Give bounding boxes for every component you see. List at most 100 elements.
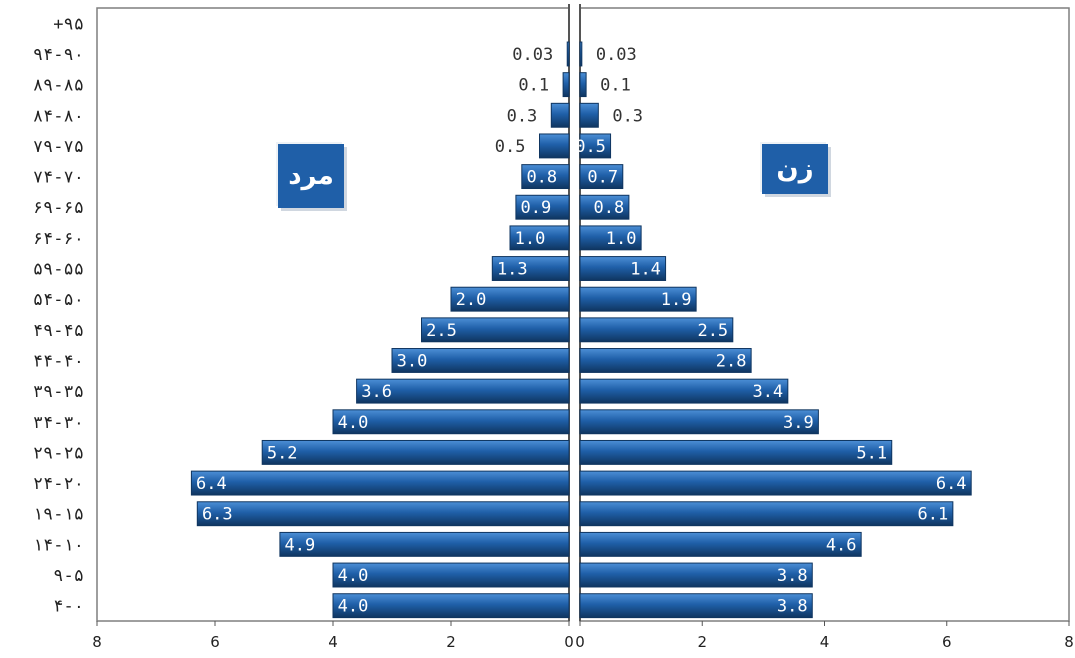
right-value-label: 4.6	[826, 535, 857, 555]
age-group-label: ۴-۰	[53, 597, 84, 617]
age-group-label: ۶۴-۶۰	[33, 229, 84, 249]
right-x-tick-label: 6	[942, 633, 952, 651]
right-bar	[579, 256, 667, 281]
right-bar	[579, 470, 972, 496]
left-x-tick-label: 8	[92, 633, 102, 651]
age-group-label: ۲۹-۲۵	[33, 443, 84, 463]
age-group-label: ۹-۵	[53, 566, 84, 586]
age-group-label: ۳۴-۳۰	[33, 413, 84, 433]
age-group-label: ۷۹-۷۵	[33, 137, 84, 157]
right-value-label: 0.8	[594, 198, 625, 218]
right-value-label: 1.0	[606, 229, 637, 249]
left-bar	[491, 256, 570, 281]
right-value-label: 0.7	[587, 168, 618, 188]
left-x-tick-label: 6	[210, 633, 220, 651]
left-value-label: 0.8	[526, 168, 557, 188]
age-group-label: ۷۴-۷۰	[33, 168, 84, 188]
left-value-label: 2.0	[456, 290, 487, 310]
left-bar	[279, 531, 570, 557]
left-bar	[196, 501, 570, 527]
right-bar	[579, 133, 612, 159]
right-value-label: 6.4	[936, 474, 967, 494]
left-x-tick-label: 2	[446, 633, 456, 651]
right-value-label: 3.4	[752, 382, 783, 402]
left-value-label: 3.6	[361, 382, 392, 402]
left-bar	[332, 593, 570, 619]
right-bar	[579, 317, 734, 343]
left-bar	[190, 470, 570, 496]
left-value-label: 0.5	[495, 137, 526, 157]
age-group-label: ۵۴-۵۰	[33, 290, 84, 310]
age-group-label: ۹۴-۹۰	[33, 45, 84, 65]
age-group-label: ۴۹-۴۵	[33, 321, 84, 341]
left-value-label: 0.9	[521, 198, 552, 218]
right-bar	[579, 562, 813, 588]
right-bar	[579, 72, 587, 98]
right-x-tick-label: 4	[820, 633, 830, 651]
right-value-label: 1.4	[630, 260, 661, 280]
left-value-label: 4.0	[338, 413, 369, 433]
left-bar	[509, 225, 570, 251]
left-bar	[332, 562, 570, 588]
right-value-label: 3.8	[777, 597, 808, 617]
age-group-label: ۳۹-۳۵	[33, 382, 84, 402]
age-group-label: ۸۹-۸۵	[33, 76, 84, 96]
left-bar	[550, 102, 570, 128]
right-x-tick-label: 0	[575, 633, 585, 651]
right-bar	[579, 501, 954, 527]
right-value-label: 3.8	[777, 566, 808, 586]
left-value-label: 0.1	[518, 76, 549, 96]
left-plot-frame	[96, 7, 570, 622]
right-x-tick-label: 2	[697, 633, 707, 651]
right-value-label: 0.5	[575, 137, 606, 157]
right-value-label: 0.03	[596, 45, 637, 65]
right-bar	[579, 378, 789, 404]
age-group-label: +۹۵	[53, 14, 84, 34]
left-value-label: 1.0	[515, 229, 546, 249]
right-value-label: 3.9	[783, 413, 814, 433]
age-group-label: ۸۴-۸۰	[33, 106, 84, 126]
left-value-label: 4.9	[285, 535, 316, 555]
right-bar	[579, 286, 697, 312]
female-label: زن	[762, 144, 828, 194]
left-value-label: 5.2	[267, 443, 298, 463]
age-group-label: ۴۴-۴۰	[33, 351, 84, 371]
left-bar	[566, 41, 570, 67]
left-value-label: 0.3	[507, 106, 538, 126]
left-bar	[421, 317, 570, 343]
right-bar	[579, 102, 599, 128]
male-label: مرد	[278, 144, 344, 208]
left-x-tick-label: 0	[564, 633, 574, 651]
left-bar	[391, 348, 570, 373]
right-bar	[579, 409, 819, 435]
age-group-label: ۱۴-۱۰	[33, 535, 84, 555]
right-value-label: 2.5	[697, 321, 728, 341]
right-bar	[579, 348, 752, 373]
right-bar	[579, 593, 813, 619]
age-group-label: ۶۹-۶۵	[33, 198, 84, 218]
age-group-label: ۱۹-۱۵	[33, 505, 84, 525]
right-x-tick-label: 8	[1064, 633, 1074, 651]
left-value-label: 2.5	[426, 321, 457, 341]
right-bar	[579, 225, 642, 251]
age-group-label: ۵۹-۵۵	[33, 260, 84, 280]
right-bar	[579, 439, 893, 465]
left-bar	[332, 409, 570, 435]
right-bar	[579, 41, 583, 67]
age-group-label: ۲۴-۲۰	[33, 474, 84, 494]
left-x-tick-label: 4	[328, 633, 338, 651]
left-value-label: 0.03	[512, 45, 553, 65]
left-bar	[521, 164, 570, 190]
right-value-label: 6.1	[918, 505, 949, 525]
left-value-label: 6.3	[202, 505, 233, 525]
left-bar	[539, 133, 570, 159]
left-value-label: 4.0	[338, 597, 369, 617]
left-bar	[450, 286, 570, 312]
left-bar	[261, 439, 570, 465]
left-value-label: 3.0	[397, 351, 428, 371]
right-value-label: 5.1	[856, 443, 887, 463]
right-bar	[579, 194, 630, 220]
left-value-label: 6.4	[196, 474, 227, 494]
right-value-label: 0.1	[600, 76, 631, 96]
